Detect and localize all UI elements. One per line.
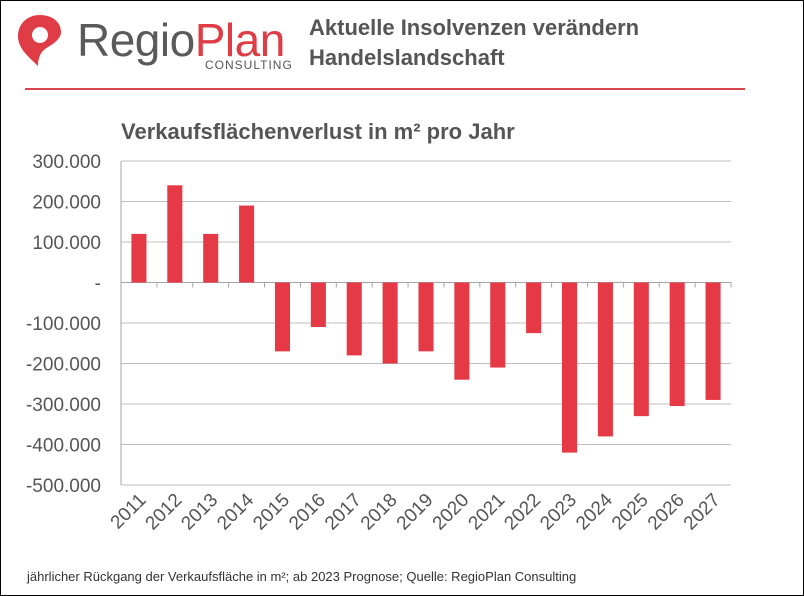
y-tick-label: -200.000: [26, 355, 101, 376]
x-tick-label: 2025: [608, 490, 653, 535]
y-tick-label: -400.000: [26, 436, 101, 457]
x-tick-label: 2012: [142, 490, 187, 535]
x-tick-label: 2011: [107, 490, 151, 534]
header-divider: [25, 88, 745, 90]
bar: [561, 282, 578, 453]
header-title: Aktuelle Insolvenzen verändern Handelsla…: [309, 13, 789, 73]
x-tick-label: 2015: [249, 490, 294, 535]
bar: [705, 282, 721, 400]
footnote: jährlicher Rückgang der Verkaufsfläche i…: [27, 569, 577, 584]
x-tick-label: 2013: [177, 490, 222, 535]
bar: [310, 282, 326, 328]
logo-plan: Plan: [194, 14, 286, 66]
x-tick-label: 2024: [572, 489, 617, 534]
bar: [167, 185, 183, 283]
y-tick-label: 100.000: [32, 233, 101, 254]
y-tick-label: -300.000: [26, 395, 101, 416]
bar: [382, 282, 398, 364]
y-tick-label: 200.000: [32, 193, 101, 214]
bar: [633, 282, 649, 417]
y-tick-label: -100.000: [26, 314, 101, 335]
x-tick-label: 2020: [429, 490, 474, 535]
x-tick-label: 2021: [465, 490, 510, 535]
map-pin-icon: [18, 15, 61, 66]
bar: [597, 282, 613, 437]
logo-wordmark: RegioPlan: [77, 11, 285, 69]
x-tick-label: 2018: [357, 490, 402, 535]
bar: [454, 282, 470, 380]
regioplan-logo: RegioPlan CONSULTING: [15, 11, 305, 75]
y-tick-label: -: [95, 274, 101, 295]
x-tick-label: 2019: [393, 490, 438, 535]
x-tick-label: 2016: [285, 490, 330, 535]
bar: [526, 282, 542, 334]
logo-regio: Regio: [77, 14, 195, 66]
bar: [346, 282, 362, 356]
x-tick-label: 2027: [680, 490, 725, 535]
bar: [490, 282, 506, 368]
bar: [669, 282, 685, 407]
logo-consulting: CONSULTING: [205, 58, 293, 72]
header-title-line-2: Handelslandschaft: [309, 45, 505, 70]
chart-title: Verkaufsflächenverlust in m² pro Jahr: [121, 119, 515, 144]
y-tick-label: -500.000: [26, 476, 101, 497]
y-tick-label: 300.000: [32, 152, 101, 173]
bar: [203, 233, 219, 283]
x-tick-label: 2023: [536, 490, 581, 535]
bar: [418, 282, 434, 352]
x-tick-label: 2022: [500, 490, 545, 535]
header-title-line-1: Aktuelle Insolvenzen verändern: [309, 15, 640, 40]
bar: [131, 233, 147, 283]
x-tick-label: 2017: [321, 490, 366, 535]
x-tick-label: 2014: [213, 489, 258, 534]
bar: [239, 205, 255, 283]
bar: [274, 282, 291, 352]
x-tick-label: 2026: [644, 490, 689, 535]
